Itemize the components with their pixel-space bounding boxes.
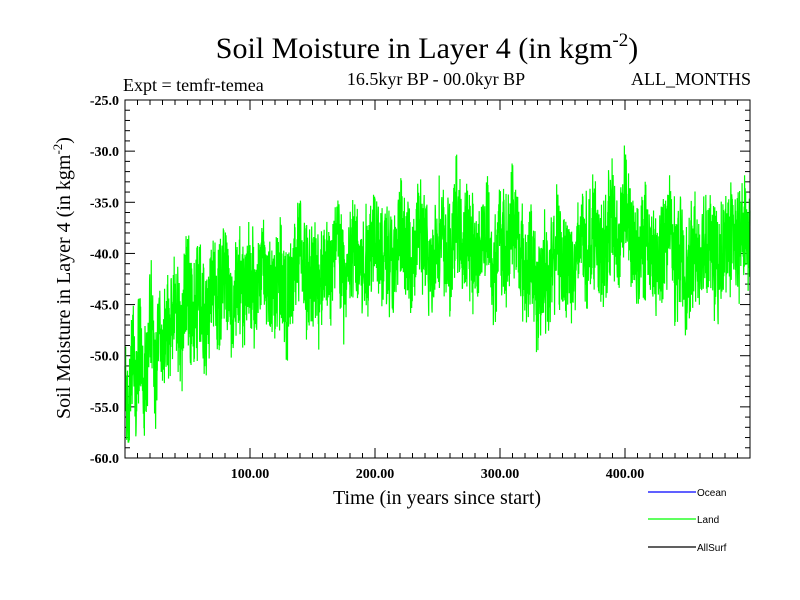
y-tick-label: -40.0 — [90, 247, 119, 262]
x-tick-label: 400.00 — [606, 467, 645, 482]
subtitle-left: Expt = temfr-temea — [123, 75, 264, 95]
y-axis-label-sup: -2 — [50, 144, 65, 155]
x-axis-label: Time (in years since start) — [333, 487, 541, 509]
legend-label-ocean: Ocean — [697, 488, 726, 499]
subtitle-right: ALL_MONTHS — [631, 69, 751, 89]
chart-title: Soil Moisture in Layer 4 (in kgm-2) — [216, 30, 638, 65]
subtitle-center: 16.5kyr BP - 00.0kyr BP — [347, 69, 525, 89]
y-axis-label-close: ) — [53, 137, 75, 144]
axis-ticks: -25.0 -30.0 -35.0 -40.0 -45.0 -50.0 -55.0 -60.0… — [90, 94, 751, 482]
y-tick-label: -60.0 — [90, 452, 119, 467]
y-tick-label: -25.0 — [90, 94, 119, 109]
y-tick-label: -35.0 — [90, 196, 119, 211]
y-axis-label: Soil Moisture in Layer 4 (in kgm-2) — [50, 137, 75, 419]
legend-label-allsurf: AllSurf — [697, 543, 727, 554]
x-tick-label: 100.00 — [231, 467, 270, 482]
y-axis-label-main: Soil Moisture in Layer 4 (in kgm — [53, 154, 75, 419]
chart-title-main: Soil Moisture in Layer 4 (in kgm — [216, 32, 613, 65]
x-tick-label: 300.00 — [481, 467, 520, 482]
y-tick-label: -30.0 — [90, 145, 119, 160]
series-line-land — [124, 145, 751, 443]
y-tick-label: -45.0 — [90, 299, 119, 314]
x-tick-label: 200.00 — [356, 467, 395, 482]
y-tick-label: -55.0 — [90, 401, 119, 416]
plot-frame — [124, 99, 751, 459]
legend: Ocean Land AllSurf — [648, 488, 727, 554]
chart-title-close: ) — [628, 32, 638, 65]
y-tick-label: -50.0 — [90, 350, 119, 365]
chart-title-sup: -2 — [612, 30, 628, 51]
series-group — [124, 145, 751, 443]
legend-label-land: Land — [697, 515, 719, 526]
